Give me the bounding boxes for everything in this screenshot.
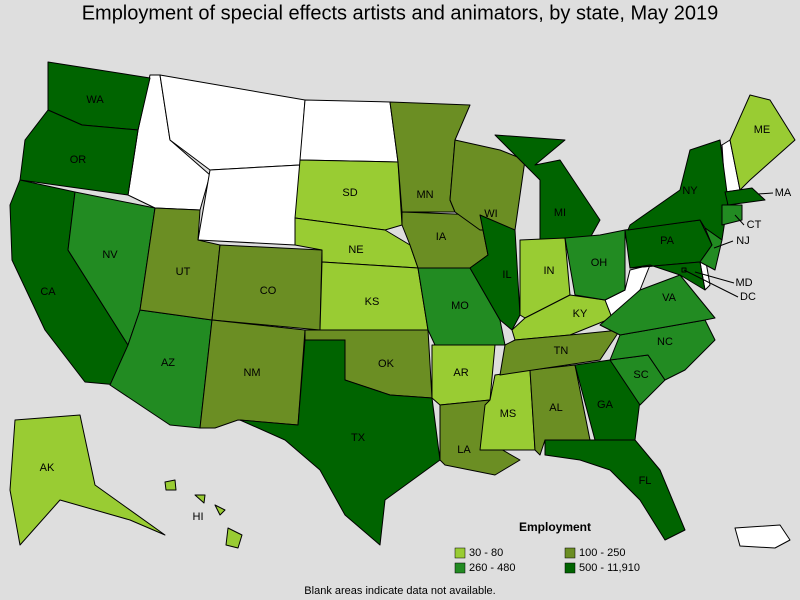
state-label: AR xyxy=(453,367,468,379)
state-label: VA xyxy=(662,292,677,304)
legend-label: 260 - 480 xyxy=(469,562,515,574)
leader-line xyxy=(757,192,774,195)
state xyxy=(729,94,796,191)
state-label: LA xyxy=(457,444,471,456)
leader-line xyxy=(694,271,735,284)
state xyxy=(214,504,226,516)
state-label: IN xyxy=(544,265,555,277)
state xyxy=(699,227,723,271)
leader-line xyxy=(713,240,734,249)
state-label: KS xyxy=(365,296,380,308)
state-label: GA xyxy=(597,399,614,411)
state-label: MD xyxy=(735,277,752,289)
state-label: OK xyxy=(378,358,395,370)
state-label: TN xyxy=(554,345,569,357)
state xyxy=(239,339,441,546)
legend-label: 100 - 250 xyxy=(579,547,625,559)
state-label: HI xyxy=(193,511,204,523)
state-label: DC xyxy=(740,291,756,303)
state-label: NV xyxy=(102,249,118,261)
state-label: ME xyxy=(754,124,771,136)
state xyxy=(721,204,743,226)
state-label: WI xyxy=(484,208,497,220)
state-label: NE xyxy=(348,244,363,256)
state xyxy=(544,439,686,541)
leader-line xyxy=(734,214,745,226)
state-label: NM xyxy=(243,367,260,379)
legend-swatch xyxy=(564,562,576,574)
state-label: MO xyxy=(451,300,469,312)
state-label: IA xyxy=(436,231,447,243)
state-label: OR xyxy=(70,154,87,166)
legend-swatch xyxy=(454,547,466,559)
state xyxy=(494,134,601,241)
state-blank xyxy=(299,99,399,163)
state-label: IL xyxy=(502,269,511,281)
leader-line xyxy=(683,269,739,298)
state-label: AL xyxy=(549,402,562,414)
state-label: SC xyxy=(633,369,648,381)
state-label: KY xyxy=(573,308,588,320)
state xyxy=(599,274,716,336)
state-label: CT xyxy=(747,219,762,231)
state-label: OH xyxy=(591,257,608,269)
state-label: MI xyxy=(554,207,566,219)
state-label: AZ xyxy=(161,357,175,369)
legend-label: 500 - 11,910 xyxy=(579,562,640,574)
state-label: MS xyxy=(500,408,517,420)
state-label: CA xyxy=(40,286,56,298)
state-label: NJ xyxy=(736,235,749,247)
map-title: Employment of special effects artists an… xyxy=(82,2,719,24)
state-label: FL xyxy=(639,475,652,487)
state xyxy=(225,527,243,549)
state xyxy=(9,414,166,546)
state xyxy=(164,479,177,491)
legend-title: Employment xyxy=(519,520,591,534)
state-blank xyxy=(734,524,791,549)
footnote: Blank areas indicate data not available. xyxy=(304,585,495,597)
state-label: MA xyxy=(775,187,792,199)
legend-label: 30 - 80 xyxy=(469,547,503,559)
legend-swatch xyxy=(564,547,576,559)
state xyxy=(19,109,139,196)
state-label: NC xyxy=(657,336,673,348)
state-label: TX xyxy=(351,432,366,444)
state-label: AK xyxy=(40,462,55,474)
state xyxy=(564,229,626,301)
blank-states xyxy=(127,74,791,549)
state-label: NY xyxy=(682,185,698,197)
state xyxy=(294,159,403,231)
state-label: CO xyxy=(260,285,277,297)
legend-swatch xyxy=(454,562,466,574)
state-label: SD xyxy=(342,187,357,199)
state xyxy=(469,214,521,331)
state xyxy=(724,187,766,206)
state-label: WA xyxy=(86,94,104,106)
state-blank xyxy=(197,164,301,246)
states: WA OR CA NV AZ UT CO NM AK HI SD NE KS OK TX MN IA MO AR LA… xyxy=(9,61,796,549)
state-label: UT xyxy=(176,266,191,278)
state-label: PA xyxy=(660,235,675,247)
state-label: MN xyxy=(416,189,433,201)
state xyxy=(194,494,206,504)
